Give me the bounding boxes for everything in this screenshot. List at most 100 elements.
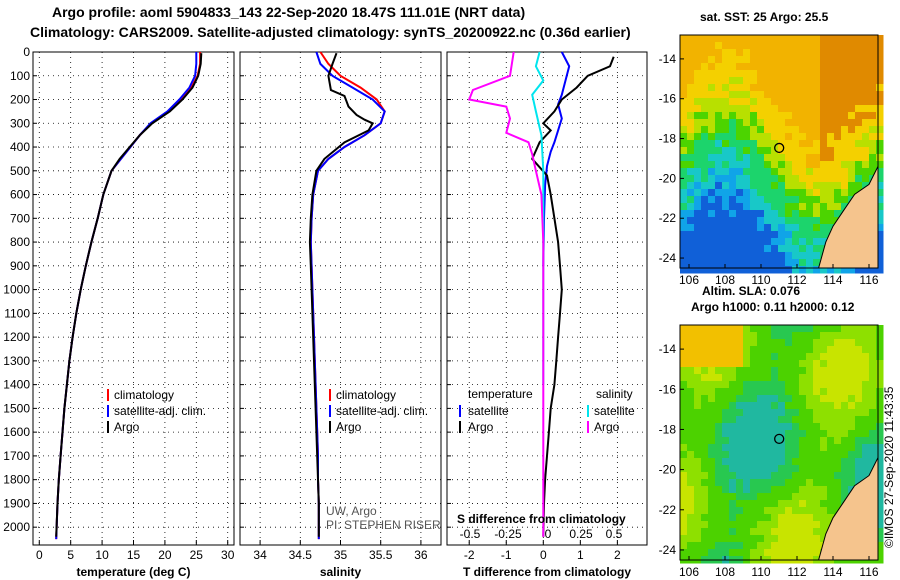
map-cell	[869, 353, 877, 361]
map-cell	[694, 409, 702, 417]
map-cell	[743, 105, 751, 113]
map-cell	[792, 91, 800, 99]
map-cell	[687, 63, 695, 71]
map-cell	[834, 161, 842, 169]
map-cell	[722, 451, 730, 459]
map-cell	[869, 395, 877, 403]
map-cell	[764, 210, 772, 218]
map-cell	[750, 346, 758, 354]
map-cell	[687, 210, 695, 218]
map-cell	[855, 451, 863, 459]
map-cell	[771, 430, 779, 438]
map-cell	[862, 119, 870, 127]
map-cell	[820, 182, 828, 190]
legend-title-salinity: salinity	[596, 387, 633, 401]
map-cell	[813, 119, 821, 127]
map-cell	[729, 133, 737, 141]
map-cell	[701, 147, 709, 155]
map-cell	[778, 409, 786, 417]
map-cell	[792, 479, 800, 487]
map-cell	[701, 266, 709, 274]
map-cell	[771, 77, 779, 85]
map-cell	[813, 339, 821, 347]
map-cell	[778, 119, 786, 127]
map-cell	[750, 119, 758, 127]
map-cell	[687, 542, 695, 550]
map-cell	[736, 91, 744, 99]
map-cell	[722, 367, 730, 375]
map-cell	[729, 437, 737, 445]
map-cell	[876, 98, 884, 106]
map-cell	[813, 367, 821, 375]
map-cell	[771, 196, 779, 204]
map-cell	[792, 360, 800, 368]
map-cell	[757, 542, 765, 550]
map-cell	[715, 77, 723, 85]
map-cell	[813, 112, 821, 120]
map-cell	[813, 203, 821, 211]
map-cell	[694, 217, 702, 225]
map-cell	[876, 465, 884, 473]
map-cell	[701, 196, 709, 204]
map-cell	[757, 105, 765, 113]
map-cell	[813, 105, 821, 113]
map-cell	[785, 42, 793, 50]
map-cell	[687, 238, 695, 246]
map-cell	[806, 416, 814, 424]
map-cell	[862, 168, 870, 176]
map-cell	[806, 112, 814, 120]
y-tick-label: 1700	[3, 449, 30, 463]
map-cell	[701, 182, 709, 190]
map-cell	[771, 161, 779, 169]
map-cell	[862, 395, 870, 403]
map-cell	[687, 493, 695, 501]
map-cell	[813, 472, 821, 480]
map-cell	[708, 444, 716, 452]
map-cell	[778, 444, 786, 452]
map-cell	[876, 259, 884, 267]
map-cell	[743, 486, 751, 494]
map-cell	[701, 224, 709, 232]
map-cell	[743, 458, 751, 466]
map-cell	[806, 133, 814, 141]
map-cell	[820, 521, 828, 529]
map-cell	[848, 479, 856, 487]
map-cell	[855, 332, 863, 340]
map-cell	[722, 458, 730, 466]
map-cell	[722, 175, 730, 183]
map-cell	[715, 133, 723, 141]
map-cell	[764, 430, 772, 438]
map-cell	[785, 507, 793, 515]
map-cell	[876, 430, 884, 438]
map-cell	[848, 119, 856, 127]
map-cell	[876, 224, 884, 232]
map-cell	[750, 252, 758, 260]
map-cell	[694, 210, 702, 218]
map-cell	[785, 224, 793, 232]
map-cell	[680, 203, 688, 211]
map-cell	[687, 84, 695, 92]
map-cell	[806, 374, 814, 382]
map-cell	[736, 56, 744, 64]
map-cell	[757, 444, 765, 452]
map-cell	[799, 514, 807, 522]
map-cell	[792, 437, 800, 445]
map-cell	[722, 266, 730, 274]
map-cell	[680, 98, 688, 106]
map-cell	[841, 91, 849, 99]
map-cell	[855, 133, 863, 141]
map-cell	[848, 147, 856, 155]
map-cell	[827, 112, 835, 120]
map-cell	[799, 252, 807, 260]
map-x-tick-label: 106	[679, 565, 699, 579]
map-cell	[729, 189, 737, 197]
map-cell	[813, 528, 821, 536]
map-cell	[862, 388, 870, 396]
map-cell	[757, 500, 765, 508]
map-cell	[778, 416, 786, 424]
map-cell	[722, 77, 730, 85]
map-cell	[806, 395, 814, 403]
map-cell	[855, 395, 863, 403]
map-cell	[848, 332, 856, 340]
x2-tick-label: 0.5	[606, 527, 623, 541]
